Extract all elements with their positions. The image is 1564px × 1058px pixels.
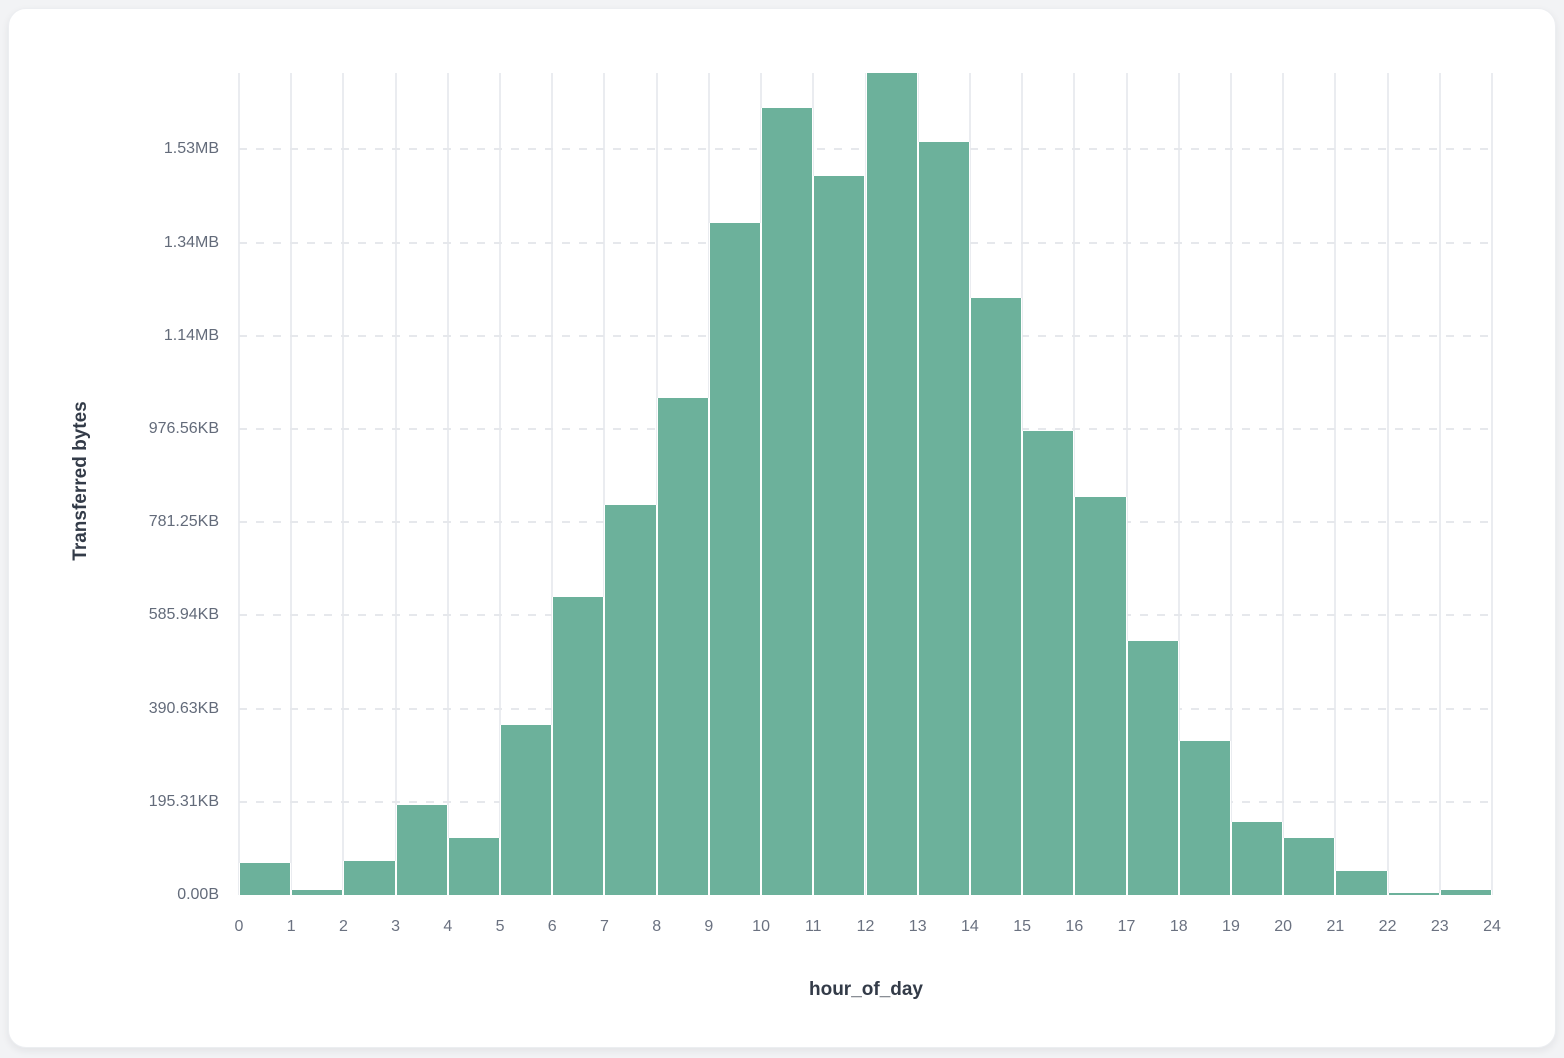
vertical-gridline [238,73,240,895]
vertical-gridline [394,73,397,895]
x-tick-label: 2 [338,918,348,935]
histogram-bar-hour-11[interactable] [813,175,866,895]
vertical-gridline [342,73,345,895]
histogram-bar-hour-12[interactable] [865,73,918,895]
y-tick-label: 976.56KB [148,420,219,437]
histogram-bar-hour-6[interactable] [552,596,605,895]
y-tick-label: 781.25KB [148,513,219,531]
vertical-gridline [1125,73,1128,895]
x-tick-label: 13 [908,918,927,935]
x-tick-label: 5 [495,918,505,935]
histogram-bar-hour-13[interactable] [917,141,970,895]
y-tick-label: 390.63KB [148,699,219,717]
y-tick-label: 0.00B [177,886,219,903]
x-tick-label: 11 [804,918,822,935]
x-tick-label: 23 [1430,918,1449,935]
histogram-bar-hour-5[interactable] [500,724,553,895]
y-tick-label: 1.14MB [163,326,219,344]
vertical-gridline [1073,73,1076,895]
histogram-bar-hour-10[interactable] [761,107,814,895]
histogram-bar-hour-23[interactable] [1439,890,1492,895]
histogram-bar-hour-7[interactable] [604,504,657,895]
vertical-gridline [1177,73,1180,895]
histogram-bar-hour-21[interactable] [1335,870,1388,895]
vertical-gridline [499,73,502,895]
histogram-bar-hour-18[interactable] [1178,741,1231,895]
vertical-gridline [446,73,449,895]
histogram-bar-hour-16[interactable] [1074,497,1127,895]
x-tick-label: 18 [1169,918,1188,935]
x-tick-label: 3 [391,918,401,935]
histogram-bar-hour-14[interactable] [969,298,1023,895]
x-tick-label: 7 [600,918,609,935]
x-tick-label: 6 [547,918,557,935]
histogram-bar-hour-8[interactable] [656,397,709,895]
y-tick-label: 1.53MB [163,140,219,158]
vertical-gridline [1229,73,1232,895]
x-tick-label: 4 [443,918,453,935]
x-tick-label: 0 [234,918,244,935]
x-tick-label: 20 [1274,918,1293,935]
y-tick-label: 585.94KB [148,606,219,624]
x-axis-title: hour_of_day [808,979,924,1000]
x-tick-label: 15 [1013,918,1032,935]
y-tick-label: 195.31KB [148,792,219,810]
vertical-gridline [551,73,554,895]
x-tick-label: 9 [704,918,714,935]
vertical-gridline [1386,73,1389,895]
histogram-bar-hour-4[interactable] [447,838,501,895]
histogram-bar-hour-20[interactable] [1283,838,1336,895]
histogram-bar-hour-2[interactable] [343,860,396,895]
vertical-gridline [1282,73,1285,895]
histogram-bar-hour-22[interactable] [1387,893,1440,895]
vertical-gridline [1438,73,1441,895]
histogram-bar-hour-19[interactable] [1230,821,1284,895]
vertical-gridline [603,73,606,895]
vertical-gridline [1491,73,1493,895]
x-tick-label: 14 [961,918,979,935]
x-tick-label: 16 [1065,918,1084,935]
histogram-bar-hour-0[interactable] [239,862,292,895]
x-tick-label: 12 [856,918,875,935]
histogram-bar-hour-17[interactable] [1126,641,1179,895]
x-tick-label: 17 [1117,918,1136,935]
x-tick-label: 24 [1483,918,1501,935]
histogram-bar-hour-15[interactable] [1022,430,1075,895]
x-tick-label: 8 [652,918,662,935]
x-tick-label: 10 [752,918,770,935]
histogram-bar-hour-1[interactable] [291,889,344,895]
x-tick-label: 21 [1326,918,1345,935]
x-tick-label: 19 [1222,918,1240,935]
vertical-gridline [1334,73,1337,895]
y-tick-label: 1.34MB [163,233,219,251]
x-tick-label: 22 [1378,918,1397,935]
x-tick-label: 1 [286,918,296,935]
histogram-bar-hour-3[interactable] [395,805,448,895]
vertical-gridline [290,73,293,895]
histogram-bar-hour-9[interactable] [708,223,762,895]
